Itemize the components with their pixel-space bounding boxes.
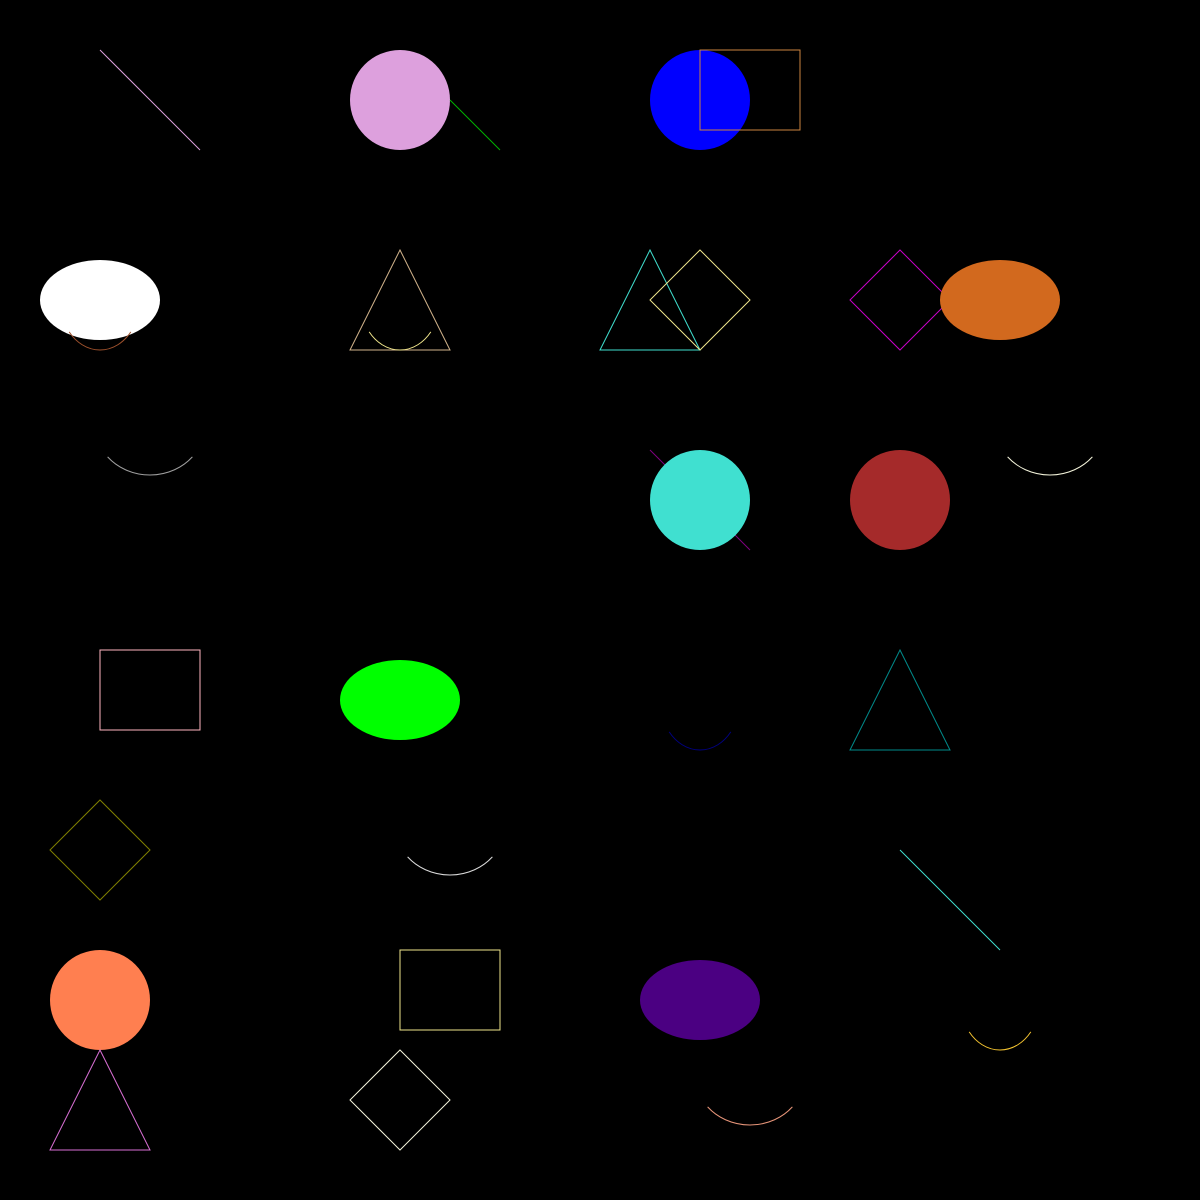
- rectangle-shape-27: [399, 949, 501, 1031]
- diamond-shape-12: [849, 249, 951, 351]
- arc-shape-14: [107, 456, 193, 476]
- circle-shape-16: [650, 450, 750, 550]
- diamond-shape-31: [349, 1049, 451, 1151]
- arc-shape-9: [368, 331, 432, 351]
- circle-shape-2: [350, 50, 450, 150]
- ellipse-shape-13: [940, 260, 1060, 340]
- diamond-shape-11: [649, 249, 751, 351]
- line-shape-1: [99, 49, 201, 151]
- ellipse-shape-6: [40, 260, 160, 340]
- line-shape-25: [899, 849, 1001, 951]
- arc-shape-32: [707, 1106, 793, 1126]
- circle-shape-17: [850, 450, 950, 550]
- arc-shape-21: [668, 731, 732, 751]
- triangle-shape-30: [49, 1048, 151, 1151]
- arc-shape-7: [68, 331, 132, 351]
- rectangle-shape-19: [99, 649, 201, 731]
- ellipse-shape-20: [340, 660, 460, 740]
- diamond-shape-23: [49, 799, 151, 901]
- rectangle-shape-5: [699, 49, 801, 131]
- line-shape-3: [449, 99, 501, 151]
- triangle-shape-10: [599, 248, 701, 351]
- arc-shape-24: [407, 856, 493, 876]
- ellipse-shape-28: [640, 960, 760, 1040]
- arc-shape-18: [1007, 456, 1093, 476]
- arc-shape-29: [968, 1031, 1032, 1051]
- triangle-shape-22: [849, 648, 951, 751]
- circle-shape-26: [50, 950, 150, 1050]
